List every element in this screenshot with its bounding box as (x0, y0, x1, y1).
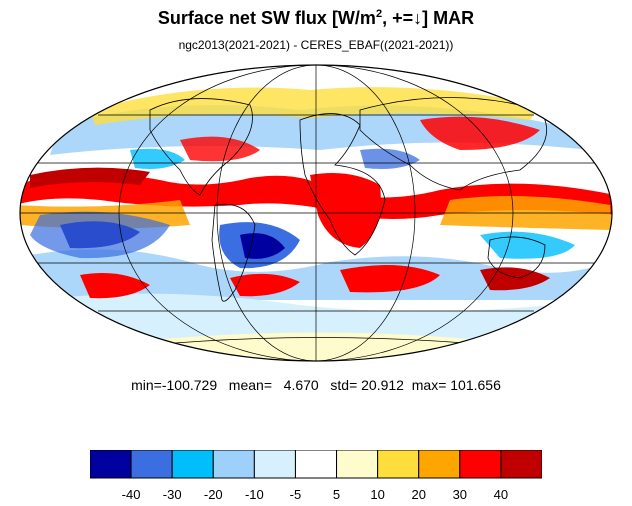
colorbar-swatch (377, 450, 420, 479)
colorbar-tick-label: -40 (121, 487, 141, 502)
coastline-asia (359, 97, 548, 191)
field-patch (310, 172, 381, 248)
field-patch (180, 136, 260, 162)
title-superscript: 2 (375, 8, 383, 20)
colorbar-tick-label: 5 (332, 487, 341, 502)
colorbar-swatch (212, 450, 255, 479)
colorbar-swatch (336, 450, 379, 479)
field-patch (340, 265, 440, 293)
colorbar-swatch (90, 450, 132, 479)
std-value: 20.912 (361, 377, 404, 393)
field-patch (420, 116, 540, 150)
colorbar-tick-label: -30 (162, 487, 182, 502)
field-patch (30, 167, 150, 188)
colorbar-tick-label: -10 (244, 487, 264, 502)
max-value: 101.656 (450, 377, 501, 393)
field-patch (480, 231, 575, 259)
field-patch (230, 273, 300, 297)
colorbar-tick-label: -5 (289, 487, 302, 502)
plot-subtitle: ngc2013(2021-2021) - CERES_EBAF((2021-20… (178, 38, 454, 52)
max-label: max= (411, 377, 447, 393)
mean-label: mean= (228, 377, 272, 393)
title-main: Surface net SW flux [W/m (157, 8, 376, 28)
field-patch (480, 267, 550, 291)
std-label: std= (330, 377, 358, 393)
coastline-north-america (149, 98, 253, 196)
min-label: min= (131, 377, 162, 393)
field-patch (30, 211, 170, 259)
colorbar-swatch (459, 450, 502, 479)
colorbar-tick-label: 40 (493, 487, 509, 502)
min-value: -100.729 (161, 377, 218, 393)
title-rest: , +=↓] MAR (382, 8, 475, 28)
colorbar-tick-label: 10 (370, 487, 385, 502)
map-outline (19, 64, 613, 362)
colorbar-swatch (500, 450, 542, 479)
colorbar-tick-label: 30 (452, 487, 468, 502)
mean-value: 4.670 (283, 377, 319, 393)
colorbar-swatch (294, 450, 338, 479)
coastlines (149, 97, 548, 346)
field-patch (360, 148, 420, 169)
field-patch (130, 148, 185, 169)
colorbar-tick-label: 20 (411, 487, 426, 502)
statistics-line: min=-100.729 mean= 4.670 std= 20.912 max… (0, 377, 632, 393)
coastline-south-america (211, 203, 256, 302)
difference-map (19, 64, 613, 362)
field-patch (90, 87, 540, 125)
colorbar-swatch (253, 450, 296, 479)
colorbar-swatch (418, 450, 461, 479)
coastline-australia (487, 236, 546, 279)
field-patch (80, 272, 150, 299)
colorbar (90, 450, 542, 479)
plot-title: Surface net SW flux [W/m2, +=↓] MAR (0, 8, 632, 29)
colorbar-tick-label: -20 (203, 487, 223, 502)
coastline-europe-africa (299, 113, 386, 256)
field-patch (240, 233, 285, 259)
colorbar-swatch (171, 450, 214, 479)
coastline-antarctica (149, 337, 491, 346)
colorbar-swatch (130, 450, 173, 479)
field-patch (130, 332, 500, 361)
